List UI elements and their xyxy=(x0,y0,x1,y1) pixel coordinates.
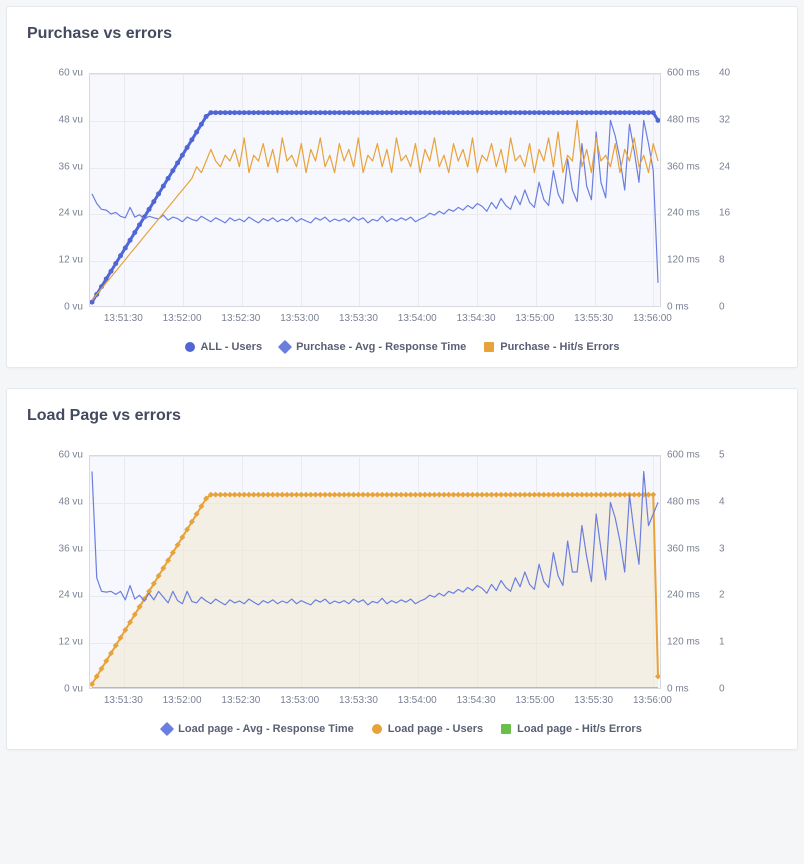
y-axis-left: 0 vu12 vu24 vu36 vu48 vu60 vu xyxy=(41,455,87,689)
y-tick-label: 36 vu xyxy=(59,543,83,554)
y-axis-right: 0 ms0120 ms1240 ms2360 ms3480 ms4600 ms5 xyxy=(663,455,747,689)
x-tick-label: 13:54:30 xyxy=(457,313,496,324)
legend-item[interactable]: Load page - Hit/s Errors xyxy=(501,723,642,735)
y-tick-label: 480 ms4 xyxy=(667,496,725,507)
y-axis-left: 0 vu12 vu24 vu36 vu48 vu60 vu xyxy=(41,73,87,307)
legend-swatch-icon xyxy=(501,724,511,734)
legend-swatch-icon xyxy=(372,724,382,734)
legend-item[interactable]: ALL - Users xyxy=(185,341,263,353)
x-tick-label: 13:53:30 xyxy=(339,695,378,706)
y-tick-label: 360 ms3 xyxy=(667,543,725,554)
y-tick-label: 12 vu xyxy=(59,255,83,266)
x-tick-label: 13:52:30 xyxy=(221,313,260,324)
x-tick-label: 13:53:00 xyxy=(280,313,319,324)
y-tick-label: 600 ms40 xyxy=(667,68,730,79)
x-tick-label: 13:55:00 xyxy=(515,313,554,324)
x-tick-label: 13:55:00 xyxy=(515,695,554,706)
legend-swatch-icon xyxy=(484,342,494,352)
x-axis: 13:51:30 13:52:00 13:52:30 13:53:00 13:53:30… xyxy=(89,691,661,715)
y-tick-label: 48 vu xyxy=(59,114,83,125)
legend-swatch-icon xyxy=(160,722,174,736)
panel-purchase-vs-errors: Purchase vs errors 0 vu 12 vu 24 vu 36 vu 48… xyxy=(6,6,798,368)
y-tick-label: 24 vu xyxy=(59,590,83,601)
x-tick-label: 13:52:00 xyxy=(163,695,202,706)
y-axis-right: 0 ms0120 ms8240 ms16360 ms24480 ms32600 … xyxy=(663,73,747,307)
x-tick-label: 13:53:30 xyxy=(339,313,378,324)
x-tick-label: 13:52:30 xyxy=(221,695,260,706)
y-tick-label: 36 vu xyxy=(59,161,83,172)
x-tick-label: 13:54:30 xyxy=(457,695,496,706)
legend-item[interactable]: Purchase - Avg - Response Time xyxy=(280,341,466,353)
legend-label: Load page - Avg - Response Time xyxy=(178,723,354,735)
y-tick-label: 240 ms2 xyxy=(667,590,725,601)
y-tick-label: 600 ms5 xyxy=(667,450,725,461)
legend-item[interactable]: Purchase - Hit/s Errors xyxy=(484,341,619,353)
y-tick-label: 0 vu xyxy=(64,302,83,313)
plot-area xyxy=(89,455,661,689)
chart-legend: Load page - Avg - Response Time Load page… xyxy=(27,723,777,735)
chart-loadpage[interactable]: 0 vu12 vu24 vu36 vu48 vu60 vu 0 ms0120 m… xyxy=(41,455,747,715)
panel-loadpage-vs-errors: Load Page vs errors 0 vu 12 vu 24 vu 36 vu 4… xyxy=(6,388,798,750)
legend-label: Purchase - Avg - Response Time xyxy=(296,341,466,353)
x-tick-label: 13:55:30 xyxy=(574,695,613,706)
y-tick-label: 0 vu xyxy=(64,684,83,695)
y-tick-label: 240 ms16 xyxy=(667,208,730,219)
plot-area xyxy=(89,73,661,307)
y-tick-label: 360 ms24 xyxy=(667,161,730,172)
x-tick-label: 13:51:30 xyxy=(104,313,143,324)
panel-title: Load Page vs errors xyxy=(27,407,777,425)
x-tick-label: 13:55:30 xyxy=(574,313,613,324)
y-tick-label: 480 ms32 xyxy=(667,114,730,125)
x-tick-label: 13:56:00 xyxy=(633,695,672,706)
legend-label: ALL - Users xyxy=(201,341,263,353)
legend-item[interactable]: Load page - Users xyxy=(372,723,483,735)
y-tick-label: 12 vu xyxy=(59,637,83,648)
x-tick-label: 13:54:00 xyxy=(398,313,437,324)
chart-purchase[interactable]: 0 vu12 vu24 vu36 vu48 vu60 vu 0 ms0120 m… xyxy=(41,73,747,333)
x-tick-label: 13:53:00 xyxy=(280,695,319,706)
y-tick-label: 120 ms1 xyxy=(667,637,725,648)
x-axis: 13:51:30 13:52:00 13:52:30 13:53:00 13:53:30… xyxy=(89,309,661,333)
y-tick-label: 0 ms0 xyxy=(667,302,725,313)
y-tick-label: 60 vu xyxy=(59,68,83,79)
legend-swatch-icon xyxy=(185,342,195,352)
x-tick-label: 13:52:00 xyxy=(163,313,202,324)
x-tick-label: 13:56:00 xyxy=(633,313,672,324)
legend-label: Load page - Users xyxy=(388,723,483,735)
x-tick-label: 13:54:00 xyxy=(398,695,437,706)
legend-label: Load page - Hit/s Errors xyxy=(517,723,642,735)
legend-item[interactable]: Load page - Avg - Response Time xyxy=(162,723,354,735)
y-tick-label: 48 vu xyxy=(59,496,83,507)
chart-legend: ALL - Users Purchase - Avg - Response Tim… xyxy=(27,341,777,353)
panel-title: Purchase vs errors xyxy=(27,25,777,43)
y-tick-label: 24 vu xyxy=(59,208,83,219)
legend-swatch-icon xyxy=(278,340,292,354)
y-tick-label: 0 ms0 xyxy=(667,684,725,695)
x-tick-label: 13:51:30 xyxy=(104,695,143,706)
legend-label: Purchase - Hit/s Errors xyxy=(500,341,619,353)
y-tick-label: 120 ms8 xyxy=(667,255,725,266)
y-tick-label: 60 vu xyxy=(59,450,83,461)
